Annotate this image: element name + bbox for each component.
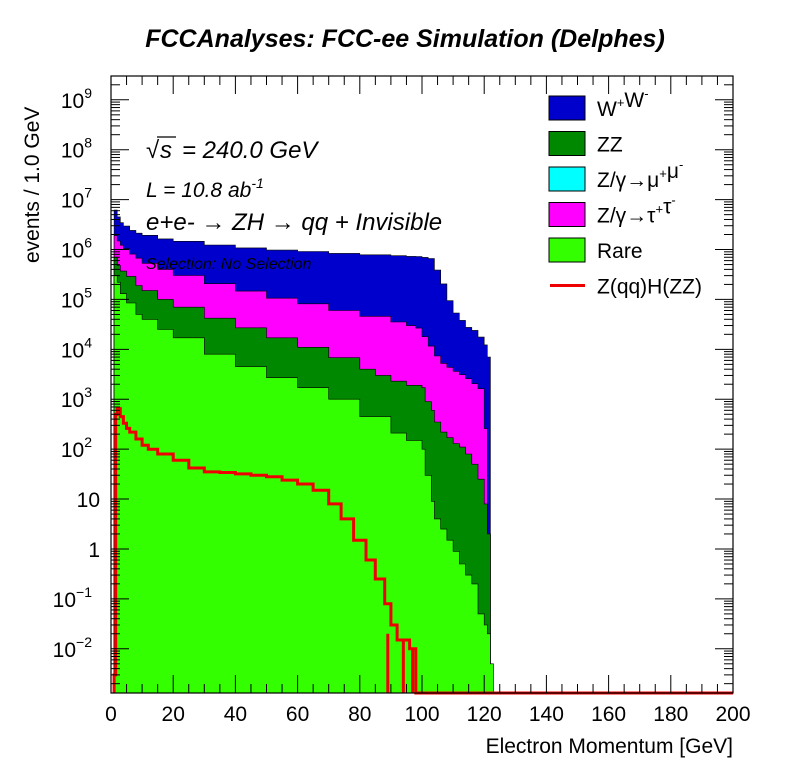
process-label: e+e- → ZH → qq + Invisible: [146, 209, 442, 236]
y-tick-label: 10−2: [53, 634, 93, 662]
plot-area: 0 20 40 60 80 100 120 140 160 180 200 10−2 10−1 1 10 10…: [53, 75, 751, 726]
sqrt-s-symbol: √: [146, 137, 160, 164]
y-tick-label: 102: [61, 434, 92, 462]
chart-title: FCCAnalyses: FCC-ee Simulation (Delphes): [145, 25, 665, 53]
legend-item: ZZ: [548, 131, 623, 157]
x-tick-label: 20: [162, 703, 185, 726]
x-tick-label: 120: [467, 703, 502, 726]
x-tick-label: 200: [715, 703, 750, 726]
legend-swatch: [548, 202, 586, 227]
legend-item: W+W-: [548, 86, 649, 121]
y-tick-label: 105: [61, 284, 92, 312]
legend-label: W+W-: [597, 86, 649, 121]
selection-label: Selection: No Selection: [146, 256, 312, 273]
legend-label: Rare: [597, 240, 643, 263]
x-tick-label: 140: [529, 703, 564, 726]
legend-item: Rare: [548, 237, 643, 263]
x-tick-label: 80: [348, 703, 371, 726]
y-tick-label: 103: [61, 384, 92, 412]
y-tick-label: 107: [61, 185, 92, 213]
y-tick-label: 10: [77, 489, 100, 512]
x-tick-label: 40: [224, 703, 247, 726]
legend-swatch: [548, 166, 586, 192]
legend-label: Z(qq)H(ZZ): [597, 276, 702, 299]
annotation-block: √ s = 240.0 GeV L = 10.8 ab-1 e+e- → ZH …: [146, 136, 442, 273]
legend-swatch: [548, 131, 586, 156]
y-tick-label: 109: [61, 85, 92, 113]
sqrt-s-variable: s: [160, 137, 172, 164]
x-tick-label: 0: [105, 703, 117, 726]
legend-item: Z/γ→τ+τ-: [548, 193, 676, 228]
x-tick-label: 180: [653, 703, 688, 726]
legend-item: Z/γ→μ+μ-: [548, 157, 683, 192]
x-tick-label: 100: [404, 703, 439, 726]
y-tick-label: 104: [61, 334, 92, 362]
y-tick-label: 1: [88, 539, 100, 562]
legend-swatch: [548, 95, 586, 121]
y-tick-label: 108: [61, 135, 92, 163]
legend-item: Z(qq)H(ZZ): [550, 276, 702, 299]
y-tick-label: 106: [61, 235, 92, 263]
lumi-label: L = 10.8 ab-1: [146, 175, 264, 202]
signal-line: [112, 407, 733, 695]
legend: W+W- ZZZ/γ→μ+μ-Z/γ→τ+τ- Rare Z(qq)H(ZZ): [548, 86, 702, 299]
sqrt-s-label: = 240.0 GeV: [182, 137, 319, 164]
x-tick-label: 60: [286, 703, 309, 726]
legend-swatch: [548, 237, 586, 263]
x-tick-label: 160: [591, 703, 626, 726]
x-axis-label: Electron Momentum [GeV]: [486, 735, 733, 758]
legend-label: ZZ: [597, 134, 623, 157]
legend-label: Z/γ→τ+τ-: [597, 193, 676, 228]
legend-label: Z/γ→μ+μ-: [597, 157, 683, 192]
y-axis-label: events / 1.0 GeV: [21, 107, 44, 263]
y-tick-label: 10−1: [53, 584, 93, 612]
